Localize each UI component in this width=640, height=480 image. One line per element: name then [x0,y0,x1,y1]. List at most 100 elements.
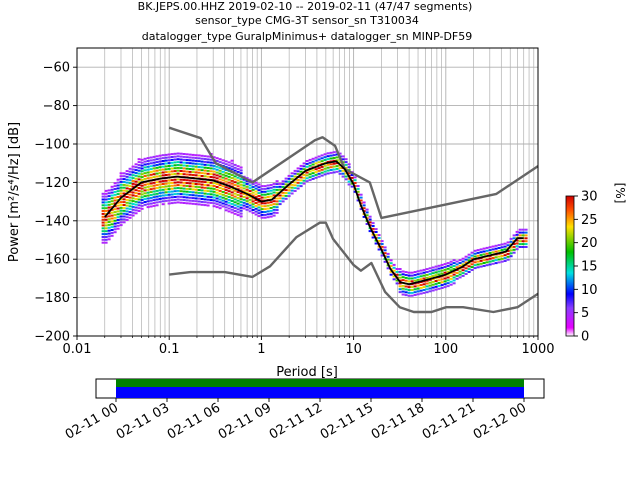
density-cell [287,189,291,192]
density-cell [368,230,372,233]
density-cell [272,194,276,197]
density-cell [317,161,321,164]
density-cell [473,255,477,258]
density-cell [326,166,330,169]
density-cell [224,160,228,163]
density-cell [131,191,135,194]
density-cell [371,222,375,225]
density-cell [506,255,510,258]
density-cell [143,177,147,180]
y-axis-label: Power [m²/s⁴/Hz] [dB] [7,122,22,262]
density-cell [221,193,225,196]
density-cell [392,269,396,272]
density-cell [236,182,240,185]
density-cell [368,215,372,218]
density-cell [395,268,399,270]
density-cell [431,275,435,278]
density-cell [212,167,216,170]
density-cell [140,184,144,187]
density-cell [458,276,462,279]
density-cell [248,184,252,187]
density-cell [110,188,114,191]
density-cell [359,208,363,211]
density-cell [110,197,114,200]
density-cell [179,172,183,175]
density-cell [107,215,111,218]
density-cell [119,224,123,227]
density-cell [263,187,267,190]
density-cell [209,181,213,184]
density-cell [170,170,174,173]
density-cell [137,169,141,172]
density-cell [110,214,114,217]
density-cell [338,161,342,164]
density-cell [275,180,279,183]
density-cell [233,198,237,201]
density-cell [149,191,153,194]
density-cell [287,195,291,198]
density-cell [464,258,468,261]
density-cell [170,190,174,193]
density-cell [446,279,450,282]
density-cell [212,202,216,205]
density-cell [158,192,162,195]
density-cell [371,236,375,239]
density-cell [284,177,288,180]
density-cell [389,273,393,276]
density-cell [440,281,444,284]
density-cell [248,181,252,184]
plot-background [77,48,538,336]
density-cell [146,160,150,162]
density-cell [275,209,279,211]
density-cell [143,183,147,186]
density-cell [467,262,471,265]
density-cell [446,276,450,279]
density-cell [119,198,123,201]
density-cell [119,180,123,183]
density-cell [452,276,456,279]
density-cell [356,185,360,187]
density-cell [152,167,156,170]
density-cell [395,282,399,285]
density-cell [167,202,171,205]
density-cell [329,151,333,154]
density-cell [431,280,435,283]
density-cell [473,249,477,252]
timeline-tick-label: 02-11 00 [63,400,121,442]
density-cell [194,191,198,194]
density-cell [353,190,357,193]
density-cell [176,192,180,195]
density-cell [347,180,351,183]
density-cell [224,171,228,174]
title-line-2: sensor_type CMG-3T sensor_sn T310034 [195,14,419,27]
density-cell [182,181,186,184]
density-cell [242,184,246,187]
density-cell [482,247,486,250]
density-cell [284,194,288,197]
density-cell [206,190,210,193]
density-cell [191,202,195,205]
density-cell [413,271,417,273]
density-cell [377,237,381,239]
density-cell [269,184,273,186]
density-cell [467,265,471,268]
density-cell [338,167,342,169]
density-cell [104,192,108,195]
density-cell [155,201,159,204]
density-cell [458,264,462,267]
density-cell [389,270,393,273]
density-cell [476,249,480,252]
density-cell [254,204,258,207]
density-cell [518,231,522,234]
density-cell [116,178,120,181]
psd-plot: 0.01 0.1 1 10 100 1000 −60−80−100−120−140−160… [7,47,555,380]
density-cell [470,260,474,263]
density-cell [470,257,474,260]
density-cell [113,193,117,196]
density-cell [254,202,258,204]
density-cell [488,246,492,249]
density-cell [170,173,174,176]
density-cell [185,179,189,182]
density-cell [482,253,486,256]
density-cell [230,165,234,168]
